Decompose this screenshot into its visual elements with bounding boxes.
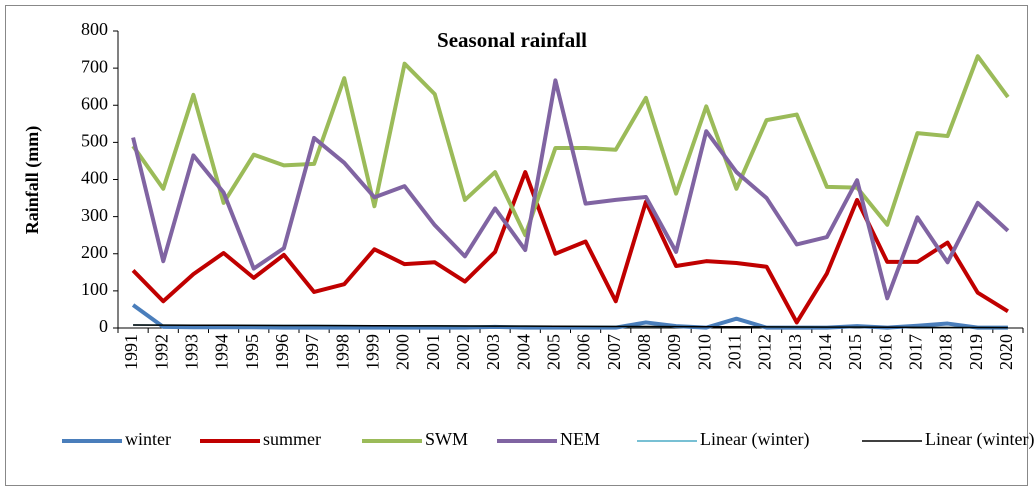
chart-border [5, 5, 1028, 486]
x-tick-label: 1992 [151, 334, 171, 370]
x-tick-label: 2003 [483, 334, 503, 370]
y-axis-label: Rainfall (mm) [22, 126, 43, 234]
x-tick-label: 2013 [785, 334, 805, 370]
legend-label: winter [125, 429, 171, 449]
y-tick-label: 100 [81, 279, 108, 299]
x-tick-label: 1998 [332, 334, 352, 370]
x-tick-label: 1996 [272, 334, 292, 370]
x-tick-label: 2004 [513, 334, 533, 370]
legend-label: summer [263, 429, 321, 449]
series-line [133, 324, 1008, 329]
y-tick-label: 0 [99, 316, 108, 336]
legend-label: Linear (winter) [925, 429, 1034, 450]
x-tick-label: 2017 [906, 334, 926, 370]
x-tick-label: 1995 [242, 334, 262, 370]
x-tick-label: 1993 [182, 334, 202, 370]
x-tick-label: 2000 [393, 334, 413, 370]
x-tick-label: 1999 [363, 334, 383, 370]
y-tick-label: 800 [81, 19, 108, 39]
x-tick-label: 2012 [755, 334, 775, 370]
x-tick-label: 2005 [544, 334, 564, 370]
legend-label: Linear (winter) [700, 429, 809, 450]
y-tick-label: 200 [81, 242, 108, 262]
y-tick-label: 500 [81, 131, 108, 151]
y-tick-label: 600 [81, 93, 108, 113]
x-tick-label: 1997 [302, 334, 322, 370]
x-tick-label: 2008 [634, 334, 654, 370]
x-tick-label: 2018 [936, 334, 956, 370]
x-tick-label: 1991 [121, 334, 141, 370]
x-tick-label: 2015 [845, 334, 865, 370]
x-tick-label: 2020 [996, 334, 1016, 370]
series-line [131, 303, 1008, 330]
legend-label: SWM [425, 429, 468, 449]
x-tick-label: 1994 [212, 334, 232, 370]
x-tick-label: 2009 [664, 334, 684, 370]
x-tick-label: 2010 [694, 334, 714, 370]
series-line [131, 78, 1010, 301]
legend-label: NEM [560, 429, 600, 449]
x-tick-label: 2006 [574, 334, 594, 370]
y-tick-label: 400 [81, 168, 108, 188]
x-tick-label: 2011 [725, 334, 745, 369]
x-tick-label: 2014 [815, 334, 835, 370]
x-tick-label: 2002 [453, 334, 473, 370]
x-tick-label: 2007 [604, 334, 624, 370]
y-tick-label: 700 [81, 56, 108, 76]
series-line [131, 170, 1009, 325]
chart-title: Seasonal rainfall [437, 28, 587, 52]
x-tick-label: 2016 [875, 334, 895, 370]
x-tick-label: 2019 [966, 334, 986, 370]
x-tick-label: 2001 [423, 334, 443, 370]
y-tick-label: 300 [81, 205, 108, 225]
